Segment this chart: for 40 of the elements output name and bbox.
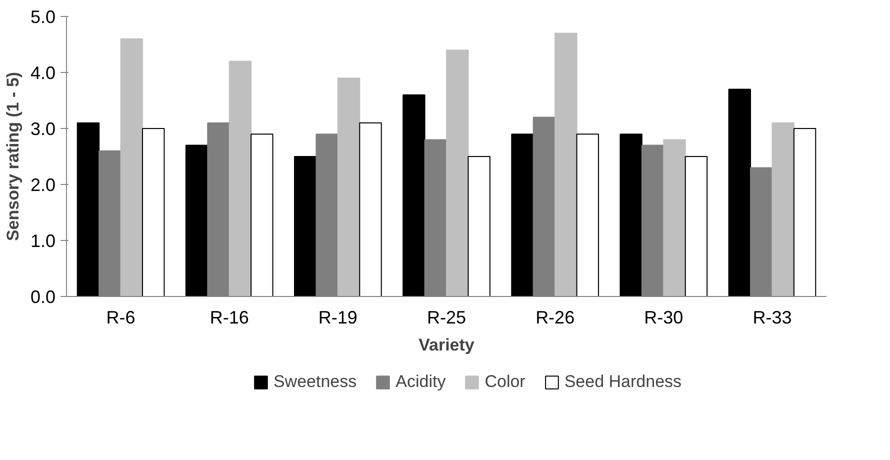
bar bbox=[793, 128, 816, 296]
y-tick-label: 4.0 bbox=[30, 63, 56, 83]
bar bbox=[684, 156, 708, 296]
y-tick-label: 3.0 bbox=[30, 119, 56, 139]
bar bbox=[554, 32, 578, 296]
x-tick-label: R-25 bbox=[426, 308, 466, 328]
bar bbox=[76, 122, 100, 296]
bar bbox=[620, 134, 642, 296]
x-tick-label: R-26 bbox=[536, 308, 575, 328]
legend-label: Color bbox=[484, 372, 526, 392]
bar bbox=[728, 88, 751, 296]
y-tick-label: 1.0 bbox=[30, 231, 56, 251]
y-tick-label: 0.0 bbox=[30, 287, 56, 307]
bar bbox=[511, 134, 534, 296]
y-tick-label: 2.0 bbox=[30, 175, 56, 195]
x-tick-label: R-33 bbox=[752, 308, 792, 328]
bar bbox=[228, 60, 252, 296]
bar bbox=[359, 122, 382, 296]
y-axis-title: Sensory rating (1 - 5) bbox=[3, 72, 22, 242]
bar bbox=[250, 134, 274, 296]
bar bbox=[294, 156, 317, 296]
x-axis-title: Variety bbox=[418, 336, 475, 354]
y-tick-label: 5.0 bbox=[30, 7, 56, 27]
bar bbox=[772, 122, 794, 296]
bar bbox=[402, 94, 426, 296]
x-tick-label: R-16 bbox=[210, 308, 249, 328]
x-tick-label: R-19 bbox=[318, 308, 358, 328]
bar bbox=[468, 156, 490, 296]
legend-label: Acidity bbox=[396, 372, 446, 392]
bar bbox=[576, 134, 599, 296]
bar bbox=[663, 139, 686, 296]
legend-label: Seed Hardness bbox=[564, 372, 682, 392]
legend-label: Sweetness bbox=[273, 372, 357, 392]
x-tick-label: R-6 bbox=[106, 308, 136, 328]
bar bbox=[185, 144, 208, 296]
bar bbox=[120, 38, 143, 296]
bar bbox=[337, 78, 360, 296]
bar bbox=[446, 50, 469, 296]
x-tick-label: R-30 bbox=[644, 308, 684, 328]
bar bbox=[142, 128, 165, 296]
